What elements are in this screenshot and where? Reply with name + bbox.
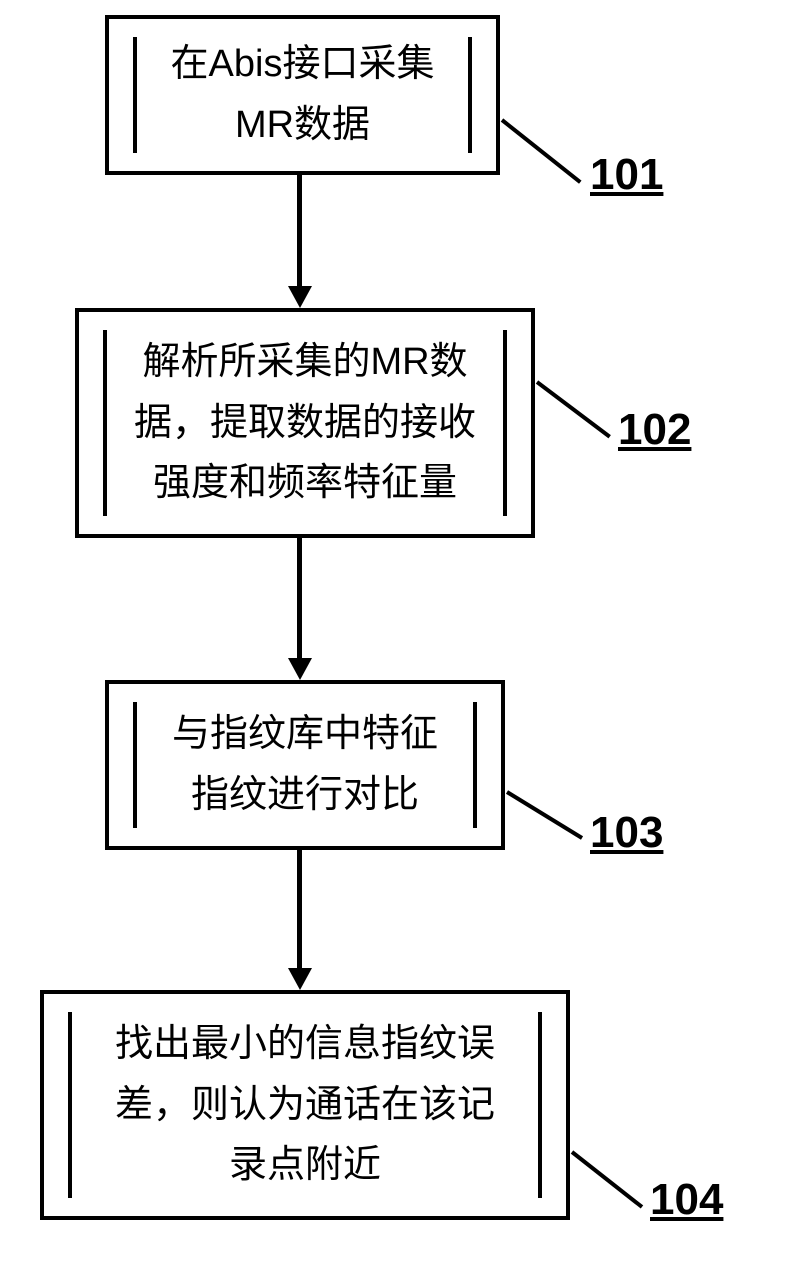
connector-2-3 <box>297 538 302 658</box>
flow-node-3-text: 与指纹库中特征指纹进行对比 <box>172 704 438 826</box>
flow-node-1: 在Abis接口采集MR数据 <box>105 15 500 175</box>
arrowhead-3-4 <box>288 968 312 990</box>
label-line-4 <box>571 1150 643 1208</box>
flow-node-4: 找出最小的信息指纹误差，则认为通话在该记录点附近 <box>40 990 570 1220</box>
label-line-3 <box>506 790 583 839</box>
arrowhead-1-2 <box>288 286 312 308</box>
arrowhead-2-3 <box>288 658 312 680</box>
label-line-1 <box>501 118 581 183</box>
flow-node-2-inner: 解析所采集的MR数据，提取数据的接收强度和频率特征量 <box>103 330 507 516</box>
flow-node-4-inner: 找出最小的信息指纹误差，则认为通话在该记录点附近 <box>68 1012 542 1198</box>
connector-3-4 <box>297 850 302 968</box>
flow-node-1-text: 在Abis接口采集MR数据 <box>171 34 435 156</box>
flow-node-3: 与指纹库中特征指纹进行对比 <box>105 680 505 850</box>
flow-node-3-inner: 与指纹库中特征指纹进行对比 <box>133 702 477 828</box>
flow-label-1: 101 <box>590 150 663 200</box>
flowchart-container: 在Abis接口采集MR数据 101 解析所采集的MR数据，提取数据的接收强度和频… <box>0 0 797 1266</box>
flow-node-2: 解析所采集的MR数据，提取数据的接收强度和频率特征量 <box>75 308 535 538</box>
flow-label-2: 102 <box>618 405 691 455</box>
label-line-2 <box>536 380 611 438</box>
flow-node-4-text: 找出最小的信息指纹误差，则认为通话在该记录点附近 <box>115 1014 495 1196</box>
flow-label-3: 103 <box>590 808 663 858</box>
flow-label-4: 104 <box>650 1175 723 1225</box>
flow-node-1-inner: 在Abis接口采集MR数据 <box>133 37 472 153</box>
flow-node-2-text: 解析所采集的MR数据，提取数据的接收强度和频率特征量 <box>134 332 476 514</box>
connector-1-2 <box>297 175 302 286</box>
